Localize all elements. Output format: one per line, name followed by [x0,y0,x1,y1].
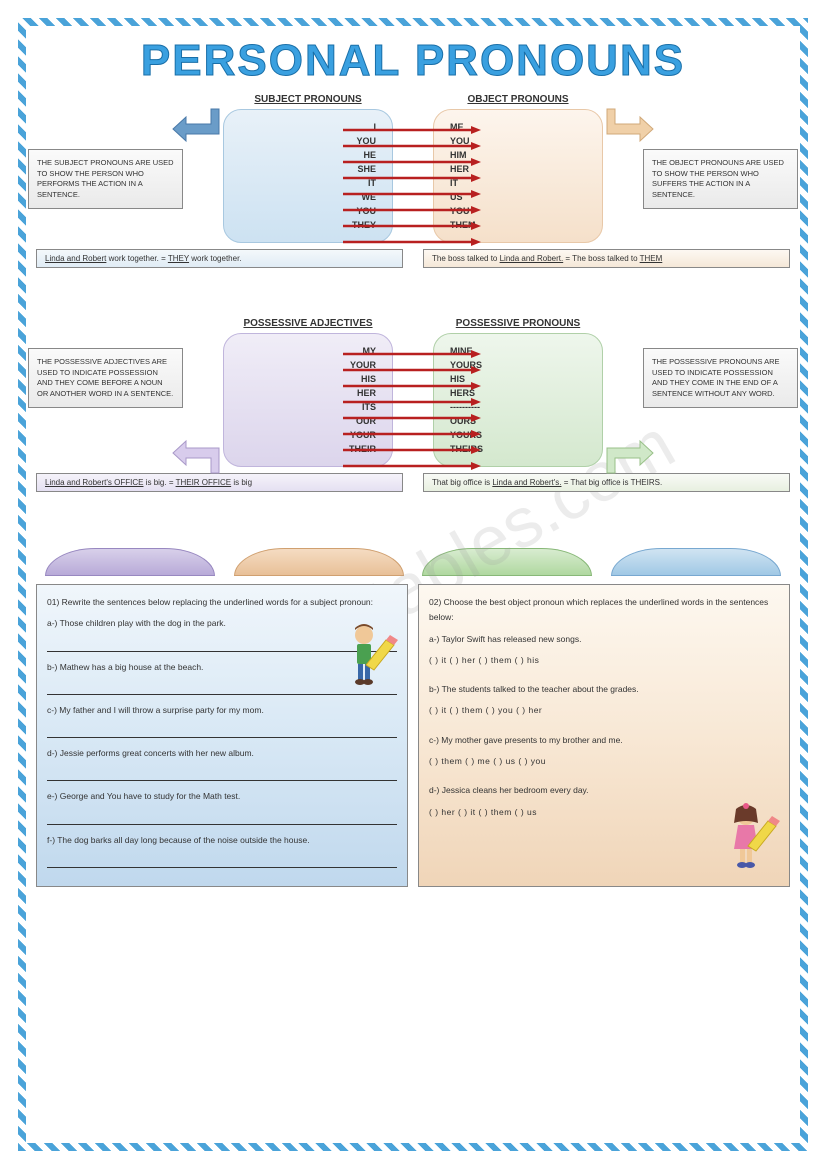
pronoun-row-1: SUBJECT PRONOUNS IYOUHESHEITWEYOUTHEY OB… [36,94,790,243]
posspro-column: POSSESSIVE PRONOUNS MINEYOURSHISHERS----… [433,318,603,467]
section-subject-object: THE SUBJECT PRONOUNS ARE USED TO SHOW TH… [36,94,790,304]
pronoun-item: HE [230,148,386,162]
pronoun-item: OUR [230,414,386,428]
object-list: MEYOUHIMHERITUSYOUTHEM [440,120,596,232]
posspro-list: MINEYOURSHISHERS----------OURSYOURSTHEIR… [440,344,596,456]
ex2-question: a-) Taylor Swift has released new songs. [429,632,779,647]
pronoun-item: HIM [440,148,596,162]
pronoun-item: THEM [440,218,596,232]
ex2-options[interactable]: ( ) them ( ) me ( ) us ( ) you [429,754,779,769]
pronoun-item: YOU [440,134,596,148]
subject-box: IYOUHESHEITWEYOUTHEY [223,109,393,243]
pronoun-item: YOURS [440,428,596,442]
answer-line[interactable] [47,854,397,868]
pronoun-item: US [440,190,596,204]
heading-subject: SUBJECT PRONOUNS [223,94,393,105]
pronoun-item: OURS [440,414,596,428]
tab-purple [45,548,215,576]
page-border: ESLprintables.com PERSONAL PRONOUNS THE … [18,18,808,1151]
pronoun-item: ME [440,120,596,134]
tab-green [422,548,592,576]
pronoun-item: ---------- [440,400,596,414]
pronoun-item: MY [230,344,386,358]
pronoun-item: SHE [230,162,386,176]
pronoun-item: IT [440,176,596,190]
pronoun-item: YOU [230,204,386,218]
example-row-2: Linda and Robert's OFFICE is big. = THEI… [36,473,790,492]
answer-line[interactable] [47,724,397,738]
heading-possadj: POSSESSIVE ADJECTIVES [223,318,393,329]
exercise-2: 02) Choose the best object pronoun which… [418,584,790,887]
heading-object: OBJECT PRONOUNS [433,94,603,105]
pronoun-item: HIS [230,372,386,386]
example-row-1: Linda and Robert work together. = THEY w… [36,249,790,268]
page-title: PERSONAL PRONOUNS [36,36,790,86]
pronoun-item: ITS [230,400,386,414]
ex2-options[interactable]: ( ) it ( ) her ( ) them ( ) his [429,653,779,668]
pronoun-item: HIS [440,372,596,386]
ex1-question: e-) George and You have to study for the… [47,789,397,804]
pronoun-item: HERS [440,386,596,400]
ex2-options[interactable]: ( ) it ( ) them ( ) you ( ) her [429,703,779,718]
possadj-column: POSSESSIVE ADJECTIVES MYYOURHISHERITSOUR… [223,318,393,467]
pronoun-item: THEY [230,218,386,232]
pronoun-item: YOU [230,134,386,148]
answer-line[interactable] [47,811,397,825]
ex1-prompt: 01) Rewrite the sentences below replacin… [47,595,397,610]
possadj-box: MYYOURHISHERITSOURYOURTHEIR [223,333,393,467]
pronoun-item: YOUR [230,428,386,442]
tab-blue [611,548,781,576]
possadj-list: MYYOURHISHERITSOURYOURTHEIR [230,344,386,456]
answer-line[interactable] [47,767,397,781]
pronoun-item: YOU [440,204,596,218]
example-subject: Linda and Robert work together. = THEY w… [36,249,403,268]
ex1-question: d-) Jessie performs great concerts with … [47,746,397,761]
exercise-1: 01) Rewrite the sentences below replacin… [36,584,408,887]
heading-posspro: POSSESSIVE PRONOUNS [433,318,603,329]
ex2-question: b-) The students talked to the teacher a… [429,682,779,697]
pronoun-item: WE [230,190,386,204]
decorative-tabs [36,548,790,576]
pronoun-item: I [230,120,386,134]
exercises-row: 01) Rewrite the sentences below replacin… [36,584,790,887]
ex2-question: d-) Jessica cleans her bedroom every day… [429,783,779,798]
pronoun-item: IT [230,176,386,190]
pronoun-row-2: POSSESSIVE ADJECTIVES MYYOURHISHERITSOUR… [36,318,790,467]
girl-icon [726,801,781,871]
ex2-prompt: 02) Choose the best object pronoun which… [429,595,779,626]
object-box: MEYOUHIMHERITUSYOUTHEM [433,109,603,243]
object-column: OBJECT PRONOUNS MEYOUHIMHERITUSYOUTHEM [433,94,603,243]
pronoun-item: HER [440,162,596,176]
pronoun-item: YOUR [230,358,386,372]
pronoun-item: THEIR [230,442,386,456]
pronoun-item: MINE [440,344,596,358]
pronoun-item: THEIRS [440,442,596,456]
boy-icon [344,620,399,690]
example-object: The boss talked to Linda and Robert. = T… [423,249,790,268]
section-possessive: THE POSSESSIVE ADJECTIVES ARE USED TO IN… [36,318,790,538]
pronoun-item: YOURS [440,358,596,372]
pronoun-item: HER [230,386,386,400]
posspro-box: MINEYOURSHISHERS----------OURSYOURSTHEIR… [433,333,603,467]
ex1-question: f-) The dog barks all day long because o… [47,833,397,848]
tab-orange [234,548,404,576]
ex1-question: c-) My father and I will throw a surpris… [47,703,397,718]
subject-list: IYOUHESHEITWEYOUTHEY [230,120,386,232]
worksheet-page: ESLprintables.com PERSONAL PRONOUNS THE … [0,0,826,1169]
subject-column: SUBJECT PRONOUNS IYOUHESHEITWEYOUTHEY [223,94,393,243]
ex2-question: c-) My mother gave presents to my brothe… [429,733,779,748]
